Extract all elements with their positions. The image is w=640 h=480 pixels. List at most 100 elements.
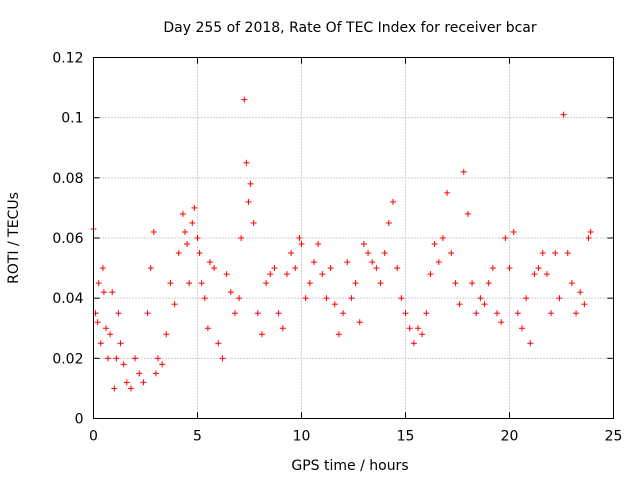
plot-frame (93, 57, 614, 419)
data-point (196, 250, 203, 257)
data-point (485, 280, 492, 287)
data-point (435, 259, 442, 266)
y-tick-label: 0.12 (52, 51, 83, 67)
data-point (327, 265, 334, 272)
data-point (510, 228, 517, 235)
data-point (179, 210, 186, 217)
x-tick-label: 25 (605, 429, 623, 445)
data-point (552, 250, 559, 257)
y-tick-label: 0.06 (52, 231, 83, 247)
data-point (150, 228, 157, 235)
data-point (243, 159, 250, 166)
data-point (254, 310, 261, 317)
data-point (523, 295, 530, 302)
data-point (182, 228, 189, 235)
data-point (360, 241, 367, 248)
x-tick-label: 0 (89, 429, 98, 445)
x-tick-labels: 0 5 10 15 20 25 (89, 429, 622, 445)
data-point (535, 265, 542, 272)
data-point (236, 295, 243, 302)
data-point (275, 310, 282, 317)
data-point (102, 325, 109, 332)
data-point (107, 331, 114, 338)
data-point (231, 310, 238, 317)
data-point (189, 219, 196, 226)
x-tick-label: 15 (397, 429, 415, 445)
data-point (410, 340, 417, 347)
data-point (473, 310, 480, 317)
data-point (477, 295, 484, 302)
data-point (394, 265, 401, 272)
x-tick-label: 5 (193, 429, 202, 445)
data-point (489, 265, 496, 272)
data-point (381, 250, 388, 257)
data-point (464, 210, 471, 217)
data-point (279, 325, 286, 332)
data-point (147, 265, 154, 272)
data-point (288, 250, 295, 257)
data-point (191, 204, 198, 211)
data-point (444, 189, 451, 196)
data-point (204, 325, 211, 332)
data-point (201, 295, 208, 302)
x-tick-label: 20 (501, 429, 519, 445)
data-point (448, 250, 455, 257)
data-point (99, 265, 106, 272)
data-point (206, 259, 213, 266)
data-point (117, 340, 124, 347)
data-point (111, 385, 118, 392)
data-point (184, 241, 191, 248)
data-point (211, 265, 218, 272)
data-point (247, 180, 254, 187)
data-point (238, 235, 245, 241)
data-point (250, 219, 257, 226)
y-tick-labels: 0 0.02 0.04 0.06 0.08 0.1 0.12 (52, 51, 83, 428)
data-point (315, 241, 322, 248)
data-point (414, 325, 421, 332)
data-point (163, 331, 170, 338)
data-point (502, 235, 509, 241)
data-point (227, 289, 234, 296)
data-point (223, 271, 230, 278)
data-point (469, 280, 476, 287)
data-point (319, 271, 326, 278)
data-point (331, 301, 338, 308)
data-point (587, 228, 594, 235)
data-point (140, 379, 147, 386)
data-point (271, 265, 278, 272)
data-point (302, 295, 309, 302)
y-tick-label: 0.08 (52, 171, 83, 187)
data-point (564, 250, 571, 257)
x-axis-label: GPS time / hours (291, 458, 408, 474)
data-point (423, 310, 430, 317)
data-point (109, 289, 116, 296)
data-point (245, 198, 252, 205)
data-point (390, 198, 397, 205)
y-tick-label: 0 (75, 412, 84, 428)
data-point (267, 271, 274, 278)
data-point (527, 340, 534, 347)
data-point (94, 319, 101, 326)
data-point (335, 331, 342, 338)
data-point (577, 289, 584, 296)
data-point (186, 280, 193, 287)
data-point (167, 280, 174, 287)
data-point (219, 355, 226, 362)
data-point (310, 259, 317, 266)
data-point (306, 280, 313, 287)
data-point (377, 280, 384, 287)
data-point (348, 295, 355, 302)
data-point (548, 310, 555, 317)
data-point (283, 271, 290, 278)
data-point (292, 265, 299, 272)
data-point (296, 235, 303, 241)
data-point (456, 301, 463, 308)
data-point (100, 289, 107, 296)
data-point (543, 271, 550, 278)
data-point (573, 310, 580, 317)
data-point (494, 310, 501, 317)
data-point (198, 280, 205, 287)
data-point (105, 355, 112, 362)
data-point (123, 379, 130, 386)
